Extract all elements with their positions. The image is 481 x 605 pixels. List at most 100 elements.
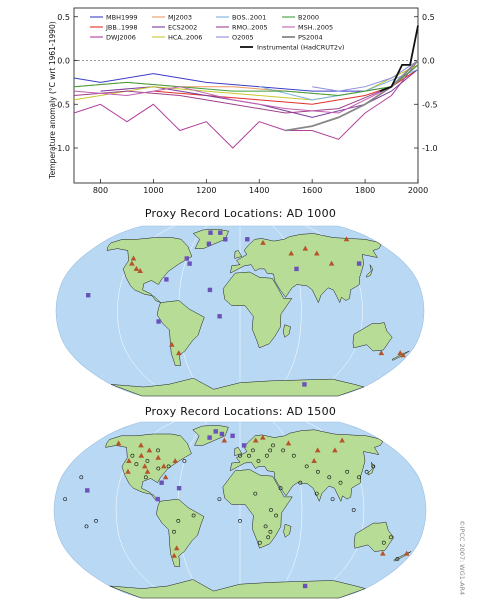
proxy-marker-square <box>208 230 213 235</box>
temperature-reconstruction-chart: 800 1000 1200 1400 1600 1800 2000 0.5 0.5 0.0 0.0 -… <box>48 7 438 195</box>
proxy-marker-circle <box>364 469 369 474</box>
y-tick-label: 0.0 <box>57 57 70 66</box>
proxy-marker-circle <box>268 529 273 534</box>
proxy-marker-triangle <box>339 437 345 443</box>
proxy-marker-triangle <box>314 250 320 256</box>
proxy-marker-circle <box>145 459 150 463</box>
series-line-msh-2005 <box>73 60 419 114</box>
proxy-marker-triangle <box>172 458 178 463</box>
y-axis-label: Temperature anomaly (°C wrt 1961-1990) <box>48 21 57 179</box>
proxy-marker-circle <box>298 480 303 485</box>
x-tick-label: 1600 <box>302 186 322 195</box>
proxy-marker-circle <box>278 486 283 491</box>
proxy-marker-circle <box>94 519 98 523</box>
proxy-marker-square <box>294 266 299 272</box>
proxy-marker-triangle <box>311 458 317 463</box>
proxy-marker-circle <box>304 464 309 469</box>
copyright-credit: ©IPCC 2007: WG1-AR4 <box>458 520 466 596</box>
proxy-marker-circle <box>315 469 320 474</box>
proxy-marker-square <box>155 496 160 502</box>
proxy-marker-circle <box>371 464 376 469</box>
proxy-marker-square <box>207 287 213 293</box>
proxy-marker-triangle <box>397 350 403 356</box>
legend-label: O2005 <box>232 34 254 42</box>
proxy-marker-circle <box>238 519 242 523</box>
proxy-marker-triangle <box>129 260 135 266</box>
proxy-marker-circle <box>263 524 268 529</box>
proxy-marker-circle <box>156 448 160 453</box>
y-tick-label: -0.5 <box>54 100 70 109</box>
proxy-marker-triangle <box>142 463 148 469</box>
proxy-marker-triangle <box>161 463 167 469</box>
proxy-marker-triangle <box>380 550 386 556</box>
proxy-marker-circle <box>238 453 242 458</box>
y-tick-label: 0.5 <box>57 13 70 22</box>
proxy-marker-square <box>187 261 192 266</box>
series-line-o2005 <box>312 60 419 92</box>
legend-label: PS2004 <box>298 34 323 42</box>
proxy-marker-triangle <box>302 245 309 251</box>
legend-label: MBH1999 <box>106 14 138 22</box>
proxy-marker-circle <box>264 453 269 458</box>
proxy-marker-triangle <box>162 474 169 480</box>
proxy-marker-square <box>218 230 223 235</box>
proxy-marker-triangle <box>146 447 153 453</box>
proxy-marker-circle <box>357 475 361 480</box>
landmass-australia <box>352 322 393 352</box>
proxy-marker-square <box>356 261 362 266</box>
proxy-marker-square <box>230 433 235 438</box>
proxy-marker-triangle <box>176 350 182 356</box>
proxy-marker-square <box>184 256 189 261</box>
landmass-north-america <box>105 433 192 502</box>
proxy-marker-circle <box>395 557 400 561</box>
landmass-south-america <box>157 300 205 366</box>
series-line-b2000 <box>73 64 419 97</box>
proxy-marker-square <box>245 237 250 242</box>
map-title-ad1500: Proxy Record Locations: AD 1500 <box>144 405 337 418</box>
legend-label: MSH..2005 <box>298 24 333 32</box>
proxy-marker-circle <box>327 475 332 480</box>
proxy-marker-circle <box>291 453 296 458</box>
landmass-madagascar <box>282 324 291 338</box>
proxy-marker-triangle <box>171 552 177 558</box>
proxy-marker-circle <box>388 535 393 540</box>
proxy-marker-circle <box>268 448 273 453</box>
landmass-greenland <box>192 425 229 446</box>
landmass-north-america <box>106 237 193 303</box>
proxy-marker-circle <box>338 480 343 485</box>
proxy-marker-circle <box>156 466 161 471</box>
legend-label: DWJ2006 <box>106 34 136 42</box>
x-tick-label: 1800 <box>355 186 375 195</box>
landmass-japan <box>366 264 374 278</box>
proxy-marker-square <box>213 429 218 434</box>
y-tick-label-right: 0.5 <box>422 13 435 22</box>
legend-label: ECS2002 <box>168 24 197 32</box>
y-tick-label-right: -0.5 <box>422 100 438 109</box>
legend-label: RMO..2005 <box>232 24 268 32</box>
proxy-marker-circle <box>143 475 148 480</box>
proxy-marker-circle <box>271 443 275 448</box>
x-tick-label: 1000 <box>143 186 163 195</box>
proxy-marker-triangle <box>138 442 144 448</box>
legend-label: HCA..2006 <box>168 34 202 42</box>
series-line-instrumental-hadcrut2v <box>379 25 419 92</box>
proxy-map-ad1000 <box>55 225 425 397</box>
proxy-marker-triangle <box>403 550 410 556</box>
legend-label: MJ2003 <box>168 14 192 22</box>
x-tick-label: 1200 <box>196 186 216 195</box>
proxy-marker-triangle <box>169 341 175 347</box>
proxy-marker-circle <box>351 508 356 512</box>
proxy-marker-circle <box>191 513 196 518</box>
proxy-marker-triangle <box>378 350 385 356</box>
proxy-marker-square <box>223 237 228 242</box>
series-line-ps2004 <box>285 59 419 132</box>
proxy-marker-circle <box>281 448 286 453</box>
series-line-dwj2006 <box>73 60 419 149</box>
proxy-marker-circle <box>253 491 258 496</box>
proxy-marker-triangle <box>130 255 137 261</box>
proxy-marker-triangle <box>288 250 294 256</box>
proxy-marker-triangle <box>173 545 180 551</box>
x-tick-label: 800 <box>93 186 108 195</box>
proxy-map-ad1500 <box>53 421 427 599</box>
proxy-marker-square <box>176 486 182 491</box>
